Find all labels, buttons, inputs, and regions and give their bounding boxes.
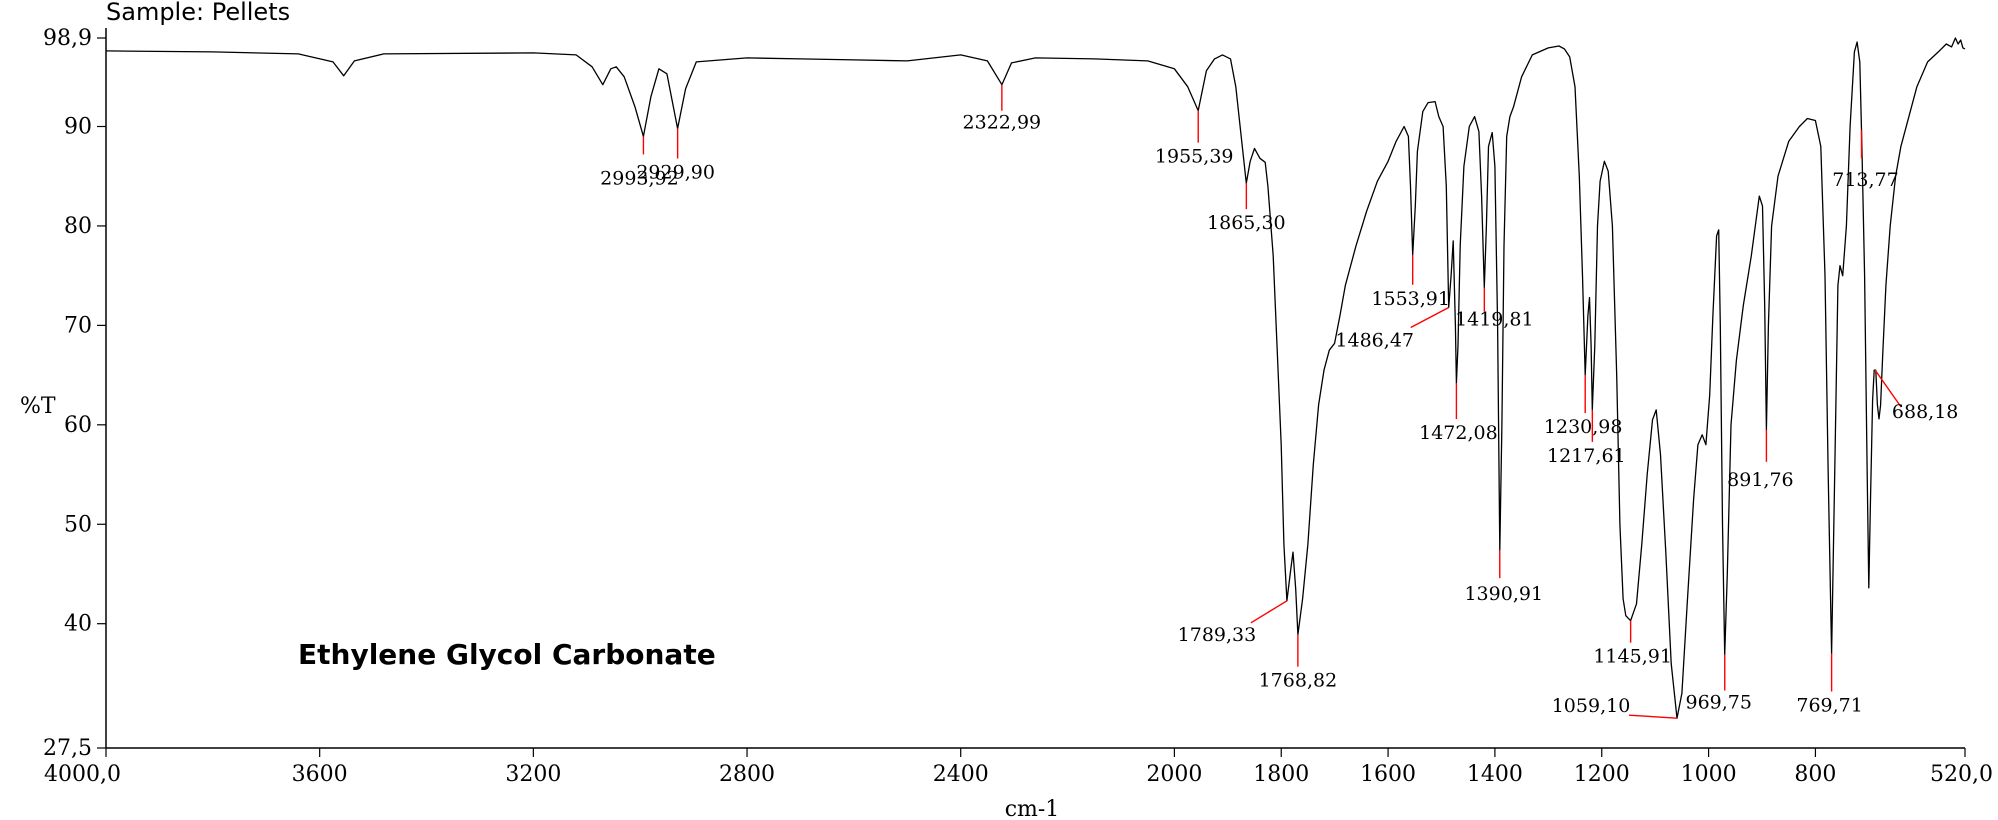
peak-label: 1865,30	[1207, 212, 1286, 234]
axes	[105, 28, 1965, 749]
x-tick-label: 2800	[719, 762, 775, 787]
compound-name: Ethylene Glycol Carbonate	[298, 638, 716, 671]
sample-label: Sample: Pellets	[106, 0, 290, 26]
x-tick-label: 1000	[1681, 762, 1737, 787]
y-tick-label: 90	[64, 115, 92, 140]
peak-label: 2929,90	[636, 161, 715, 183]
peak-label: 1217,61	[1547, 445, 1626, 467]
y-tick-label: 50	[64, 512, 92, 537]
axis-ticks: 4000,0 3600 3200 2800 2400 2000 1800 1600 1400 12…	[43, 26, 1993, 787]
x-tick-label: 3200	[505, 762, 561, 787]
x-tick-label: 520,0	[1930, 762, 1993, 787]
peak-label: 2993,92	[600, 167, 679, 189]
peak-label: 891,76	[1727, 469, 1793, 491]
peak-label: 969,75	[1686, 692, 1752, 714]
peak-label: 1145,91	[1593, 646, 1672, 668]
peak-label: 713,77	[1832, 169, 1898, 191]
peak-label: 769,71	[1796, 695, 1862, 717]
x-tick-label: 1400	[1467, 762, 1523, 787]
peak-marker	[1250, 600, 1288, 624]
peak-label: 1390,91	[1464, 583, 1543, 605]
peak-marker	[1628, 714, 1678, 719]
x-tick-label: 800	[1794, 762, 1836, 787]
peak-label: 1553,91	[1371, 288, 1450, 310]
x-tick-label: 1200	[1574, 762, 1630, 787]
x-tick-label: 2400	[933, 762, 989, 787]
peak-label: 1419,81	[1455, 309, 1534, 331]
x-tick-label: 4000,0	[44, 762, 121, 787]
y-tick-label: 60	[64, 413, 92, 438]
y-axis-label: %T	[20, 394, 56, 419]
y-tick-label: 70	[64, 313, 92, 338]
peak-marker	[1410, 306, 1450, 329]
x-axis-label: cm-1	[1005, 797, 1060, 820]
x-tick-label: 2000	[1146, 762, 1202, 787]
spectrum-series	[105, 37, 1966, 719]
peak-label: 1486,47	[1335, 329, 1414, 351]
x-tick-label: 1600	[1360, 762, 1416, 787]
peak-label: 1789,33	[1178, 624, 1257, 646]
y-tick-label: 98,9	[43, 26, 92, 51]
x-tick-label: 1800	[1253, 762, 1309, 787]
y-tick-label: 40	[64, 612, 92, 637]
peak-marker	[1874, 369, 1902, 408]
peak-label: 1955,39	[1155, 146, 1234, 168]
y-tick-label: 80	[64, 214, 92, 239]
peak-label: 1472,08	[1419, 422, 1498, 444]
peak-label: 1230,98	[1544, 416, 1623, 438]
spectrum-line	[105, 37, 1966, 719]
peak-label: 2322,99	[963, 112, 1042, 134]
peak-label: 1059,10	[1552, 695, 1631, 717]
peak-label: 1768,82	[1259, 670, 1338, 692]
peak-label: 688,18	[1892, 401, 1958, 423]
x-tick-label: 3600	[292, 762, 348, 787]
y-tick-label: 27,5	[43, 736, 92, 761]
